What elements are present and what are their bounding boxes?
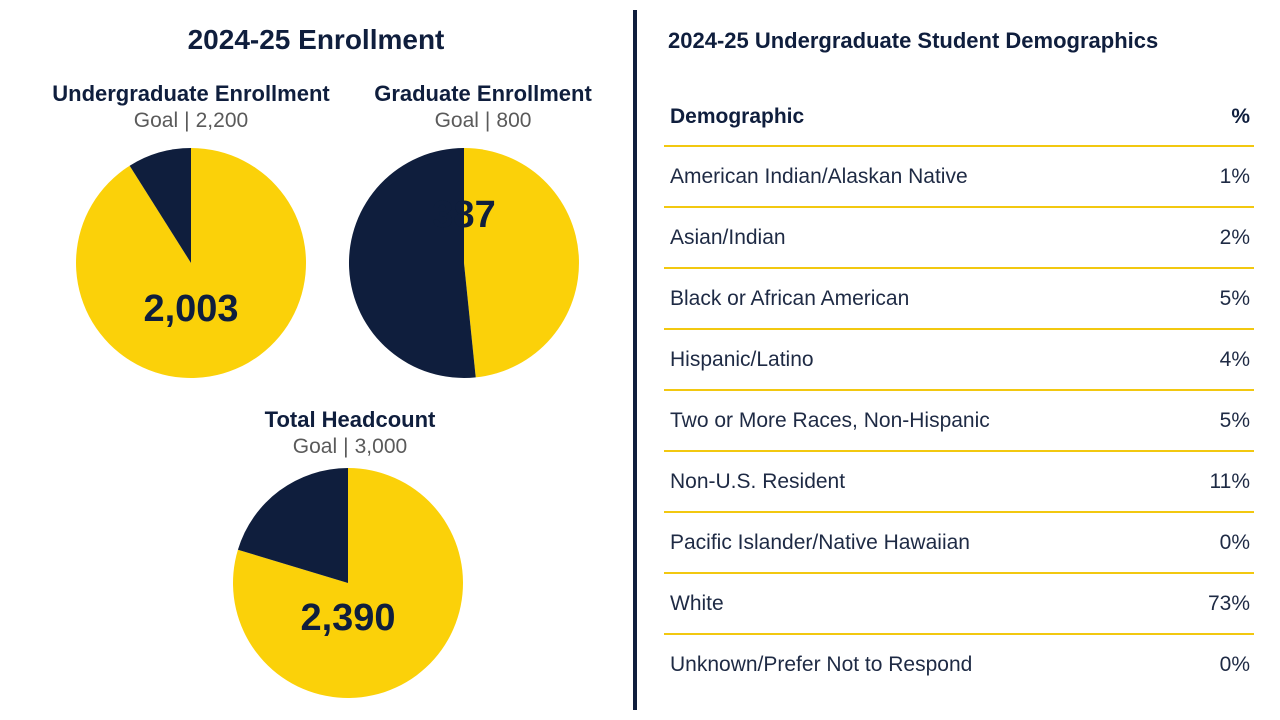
undergrad-pie-enrolled-slice <box>76 148 307 378</box>
demographic-percent: 1% <box>1173 146 1254 208</box>
total-pie-enrolled-slice <box>233 468 464 698</box>
table-row: Hispanic/Latino 4% <box>664 329 1254 391</box>
demographic-percent: 73% <box>1173 573 1254 635</box>
table-row: American Indian/Alaskan Native 1% <box>664 146 1254 208</box>
total-chart-header: Total Headcount Goal | 3,000 <box>200 406 500 460</box>
table-row: Unknown/Prefer Not to Respond 0% <box>664 634 1254 695</box>
grad-pie-value-label: 387 <box>432 194 495 236</box>
demographics-table: Demographic % American Indian/Alaskan Na… <box>664 88 1254 695</box>
total-pie: 2,390 <box>233 468 464 698</box>
demographic-percent: 5% <box>1173 390 1254 452</box>
total-pie-remaining-slice <box>237 468 348 583</box>
goal-word: Goal <box>434 109 479 132</box>
demographic-label: Unknown/Prefer Not to Respond <box>670 653 973 676</box>
goal-word: Goal <box>133 109 179 132</box>
table-row: Pacific Islander/Native Hawaiian 0% <box>664 512 1254 574</box>
grad-pie-remaining-slice <box>348 148 476 378</box>
demographic-label: Two or More Races, Non-Hispanic <box>664 390 1174 452</box>
demographic-percent: 5% <box>1173 268 1254 330</box>
grad-goal-value: 800 <box>496 109 532 132</box>
goal-separator: | <box>484 109 491 132</box>
demographic-label: Pacific Islander/Native Hawaiian <box>664 512 1174 574</box>
demographic-percent: 2% <box>1173 207 1254 269</box>
undergrad-goal-value: 2,200 <box>195 109 249 132</box>
column-header-percent: % <box>1173 88 1254 147</box>
undergrad-goal: Goal | 2,200 <box>0 108 382 134</box>
demographic-label: Asian/Indian <box>664 207 1174 269</box>
grad-chart-title: Graduate Enrollment <box>374 81 592 106</box>
table-row: White 73% <box>664 573 1254 635</box>
demographic-label: Hispanic/Latino <box>664 329 1174 391</box>
grad-pie-enrolled-slice <box>464 148 579 378</box>
grad-pie: 387 <box>348 148 579 378</box>
demographic-percent: 0% <box>1173 512 1254 574</box>
column-header-demographic: Demographic <box>664 88 1174 147</box>
demographics-table-body: American Indian/Alaskan Native 1% Asian/In… <box>664 146 1254 695</box>
undergrad-pie: 2,003 <box>76 148 307 378</box>
demographic-label: Non-U.S. Resident <box>664 451 1174 513</box>
vertical-divider <box>633 10 637 710</box>
goal-separator: | <box>343 435 349 458</box>
demographic-percent: 4% <box>1173 329 1254 391</box>
table-row: Black or African American 5% <box>664 268 1254 330</box>
demographic-percent: 0% <box>1219 653 1250 676</box>
table-header-row: Demographic % <box>664 88 1254 147</box>
undergrad-pie-value-label: 2,003 <box>143 288 238 330</box>
total-chart-title: Total Headcount <box>264 407 436 432</box>
table-row: Non-U.S. Resident 11% <box>664 451 1254 513</box>
undergrad-chart-header: Undergraduate Enrollment Goal | 2,200 <box>0 80 382 134</box>
total-pie-value-label: 2,390 <box>300 597 395 639</box>
total-goal-value: 3,000 <box>354 435 408 458</box>
grad-goal: Goal | 800 <box>350 108 616 134</box>
goal-word: Goal <box>292 435 338 458</box>
undergrad-pie-remaining-slice <box>129 148 191 263</box>
table-row: Asian/Indian 2% <box>664 207 1254 269</box>
enrollment-title: 2024-25 Enrollment <box>187 24 445 55</box>
demographic-label: American Indian/Alaskan Native <box>664 146 1174 208</box>
demographic-label: White <box>664 573 1174 635</box>
total-goal: Goal | 3,000 <box>200 434 500 460</box>
demographics-title: 2024-25 Undergraduate Student Demographi… <box>668 28 1159 53</box>
demographic-percent: 11% <box>1173 451 1254 513</box>
goal-separator: | <box>184 109 190 132</box>
demographic-label: Black or African American <box>664 268 1174 330</box>
table-row: Two or More Races, Non-Hispanic 5% <box>664 390 1254 452</box>
grad-chart-header: Graduate Enrollment Goal | 800 <box>350 80 616 134</box>
undergrad-chart-title: Undergraduate Enrollment <box>52 81 330 106</box>
